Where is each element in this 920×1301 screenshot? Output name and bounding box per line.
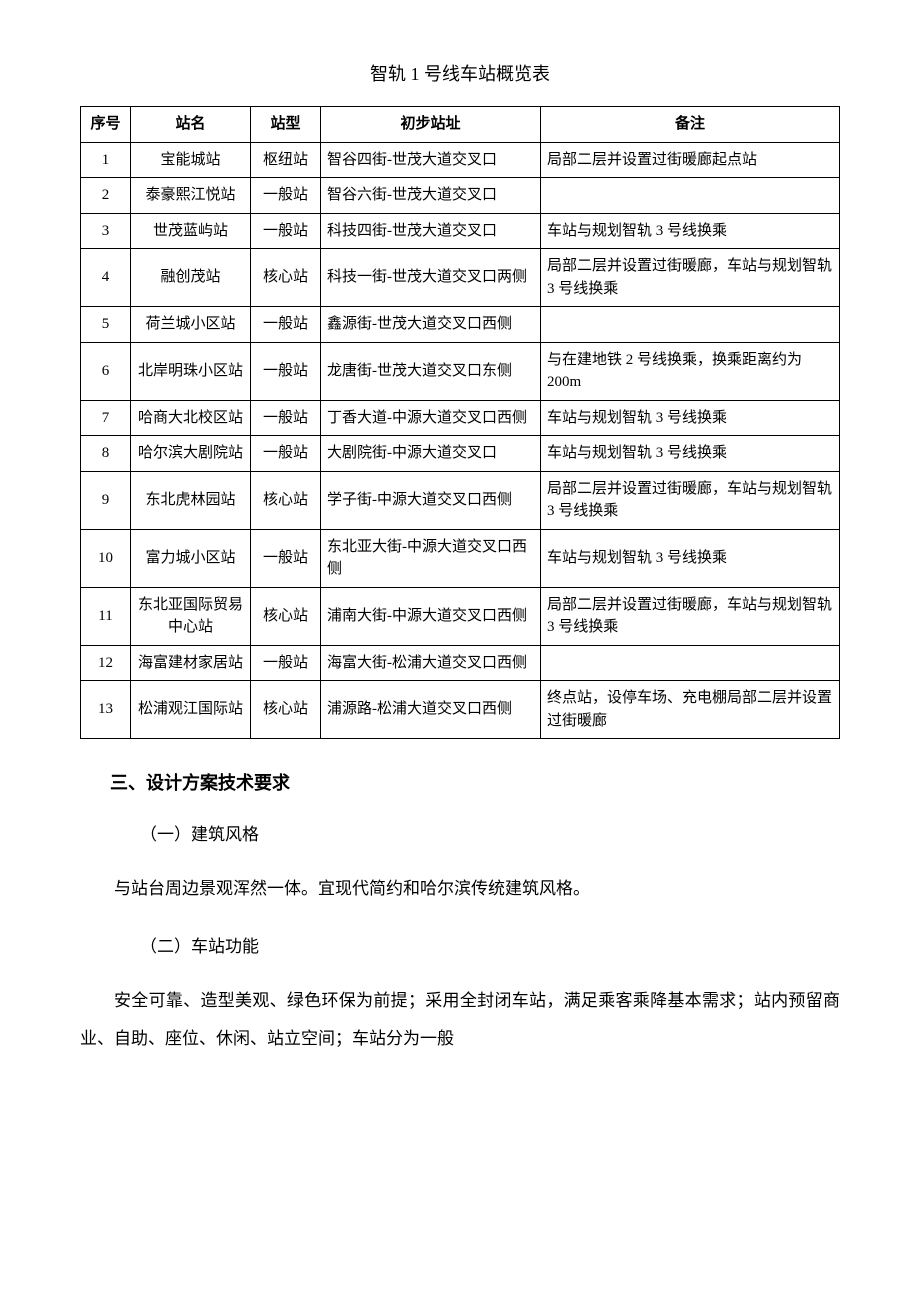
cell-name: 松浦观江国际站	[131, 681, 251, 739]
cell-type: 一般站	[251, 529, 321, 587]
cell-name: 哈尔滨大剧院站	[131, 436, 251, 472]
col-addr: 初步站址	[321, 107, 541, 143]
cell-type: 一般站	[251, 645, 321, 681]
cell-note: 车站与规划智轨 3 号线换乘	[541, 529, 840, 587]
stations-table: 序号 站名 站型 初步站址 备注 1宝能城站枢纽站智谷四街-世茂大道交叉口局部二…	[80, 106, 840, 739]
col-type: 站型	[251, 107, 321, 143]
cell-seq: 13	[81, 681, 131, 739]
cell-type: 核心站	[251, 587, 321, 645]
table-header-row: 序号 站名 站型 初步站址 备注	[81, 107, 840, 143]
cell-note: 车站与规划智轨 3 号线换乘	[541, 213, 840, 249]
cell-seq: 6	[81, 342, 131, 400]
cell-seq: 4	[81, 249, 131, 307]
cell-addr: 科技四街-世茂大道交叉口	[321, 213, 541, 249]
cell-note: 终点站，设停车场、充电棚局部二层并设置过街暖廊	[541, 681, 840, 739]
paragraph-2: 安全可靠、造型美观、绿色环保为前提；采用全封闭车站，满足乘客乘降基本需求；站内预…	[80, 982, 840, 1057]
col-note: 备注	[541, 107, 840, 143]
cell-type: 枢纽站	[251, 142, 321, 178]
cell-addr: 鑫源街-世茂大道交叉口西侧	[321, 307, 541, 343]
table-row: 6北岸明珠小区站一般站龙唐街-世茂大道交叉口东侧与在建地铁 2 号线换乘，换乘距…	[81, 342, 840, 400]
cell-addr: 浦南大街-中源大道交叉口西侧	[321, 587, 541, 645]
cell-name: 哈商大北校区站	[131, 400, 251, 436]
cell-seq: 9	[81, 471, 131, 529]
cell-seq: 2	[81, 178, 131, 214]
cell-addr: 大剧院街-中源大道交叉口	[321, 436, 541, 472]
cell-name: 海富建材家居站	[131, 645, 251, 681]
cell-seq: 12	[81, 645, 131, 681]
cell-name: 东北虎林园站	[131, 471, 251, 529]
subheading-1: （一）建筑风格	[140, 820, 840, 845]
table-row: 4融创茂站核心站科技一街-世茂大道交叉口两侧局部二层并设置过街暖廊，车站与规划智…	[81, 249, 840, 307]
table-row: 10富力城小区站一般站东北亚大街-中源大道交叉口西侧车站与规划智轨 3 号线换乘	[81, 529, 840, 587]
cell-addr: 龙唐街-世茂大道交叉口东侧	[321, 342, 541, 400]
cell-note: 局部二层并设置过街暖廊，车站与规划智轨 3 号线换乘	[541, 471, 840, 529]
cell-note: 局部二层并设置过街暖廊，车站与规划智轨 3 号线换乘	[541, 249, 840, 307]
cell-addr: 智谷四街-世茂大道交叉口	[321, 142, 541, 178]
table-row: 1宝能城站枢纽站智谷四街-世茂大道交叉口局部二层并设置过街暖廊起点站	[81, 142, 840, 178]
table-row: 3世茂蓝屿站一般站科技四街-世茂大道交叉口车站与规划智轨 3 号线换乘	[81, 213, 840, 249]
cell-addr: 学子街-中源大道交叉口西侧	[321, 471, 541, 529]
cell-type: 核心站	[251, 681, 321, 739]
table-row: 12海富建材家居站一般站海富大街-松浦大道交叉口西侧	[81, 645, 840, 681]
table-row: 5荷兰城小区站一般站鑫源街-世茂大道交叉口西侧	[81, 307, 840, 343]
table-row: 8哈尔滨大剧院站一般站大剧院街-中源大道交叉口车站与规划智轨 3 号线换乘	[81, 436, 840, 472]
cell-name: 宝能城站	[131, 142, 251, 178]
cell-addr: 科技一街-世茂大道交叉口两侧	[321, 249, 541, 307]
cell-type: 一般站	[251, 307, 321, 343]
cell-note	[541, 645, 840, 681]
cell-addr: 东北亚大街-中源大道交叉口西侧	[321, 529, 541, 587]
cell-addr: 智谷六街-世茂大道交叉口	[321, 178, 541, 214]
table-row: 2泰豪熙江悦站一般站智谷六街-世茂大道交叉口	[81, 178, 840, 214]
cell-type: 核心站	[251, 249, 321, 307]
cell-name: 融创茂站	[131, 249, 251, 307]
cell-name: 荷兰城小区站	[131, 307, 251, 343]
col-name: 站名	[131, 107, 251, 143]
cell-note	[541, 307, 840, 343]
cell-seq: 7	[81, 400, 131, 436]
cell-name: 富力城小区站	[131, 529, 251, 587]
cell-note: 车站与规划智轨 3 号线换乘	[541, 400, 840, 436]
cell-seq: 11	[81, 587, 131, 645]
cell-seq: 1	[81, 142, 131, 178]
cell-type: 核心站	[251, 471, 321, 529]
cell-note: 局部二层并设置过街暖廊起点站	[541, 142, 840, 178]
cell-note: 与在建地铁 2 号线换乘，换乘距离约为 200m	[541, 342, 840, 400]
cell-seq: 10	[81, 529, 131, 587]
section-heading: 三、设计方案技术要求	[110, 769, 840, 795]
cell-seq: 8	[81, 436, 131, 472]
cell-seq: 5	[81, 307, 131, 343]
table-row: 11东北亚国际贸易中心站核心站浦南大街-中源大道交叉口西侧局部二层并设置过街暖廊…	[81, 587, 840, 645]
cell-name: 泰豪熙江悦站	[131, 178, 251, 214]
paragraph-1: 与站台周边景观浑然一体。宜现代简约和哈尔滨传统建筑风格。	[80, 870, 840, 907]
table-row: 7哈商大北校区站一般站丁香大道-中源大道交叉口西侧车站与规划智轨 3 号线换乘	[81, 400, 840, 436]
cell-type: 一般站	[251, 436, 321, 472]
table-row: 9东北虎林园站核心站学子街-中源大道交叉口西侧局部二层并设置过街暖廊，车站与规划…	[81, 471, 840, 529]
cell-type: 一般站	[251, 178, 321, 214]
cell-type: 一般站	[251, 342, 321, 400]
cell-note: 车站与规划智轨 3 号线换乘	[541, 436, 840, 472]
cell-note: 局部二层并设置过街暖廊，车站与规划智轨 3 号线换乘	[541, 587, 840, 645]
cell-note	[541, 178, 840, 214]
cell-addr: 浦源路-松浦大道交叉口西侧	[321, 681, 541, 739]
cell-addr: 丁香大道-中源大道交叉口西侧	[321, 400, 541, 436]
cell-type: 一般站	[251, 400, 321, 436]
cell-name: 世茂蓝屿站	[131, 213, 251, 249]
cell-name: 北岸明珠小区站	[131, 342, 251, 400]
cell-seq: 3	[81, 213, 131, 249]
cell-addr: 海富大街-松浦大道交叉口西侧	[321, 645, 541, 681]
col-seq: 序号	[81, 107, 131, 143]
cell-name: 东北亚国际贸易中心站	[131, 587, 251, 645]
table-title: 智轨 1 号线车站概览表	[80, 60, 840, 86]
cell-type: 一般站	[251, 213, 321, 249]
subheading-2: （二）车站功能	[140, 932, 840, 957]
table-row: 13松浦观江国际站核心站浦源路-松浦大道交叉口西侧终点站，设停车场、充电棚局部二…	[81, 681, 840, 739]
